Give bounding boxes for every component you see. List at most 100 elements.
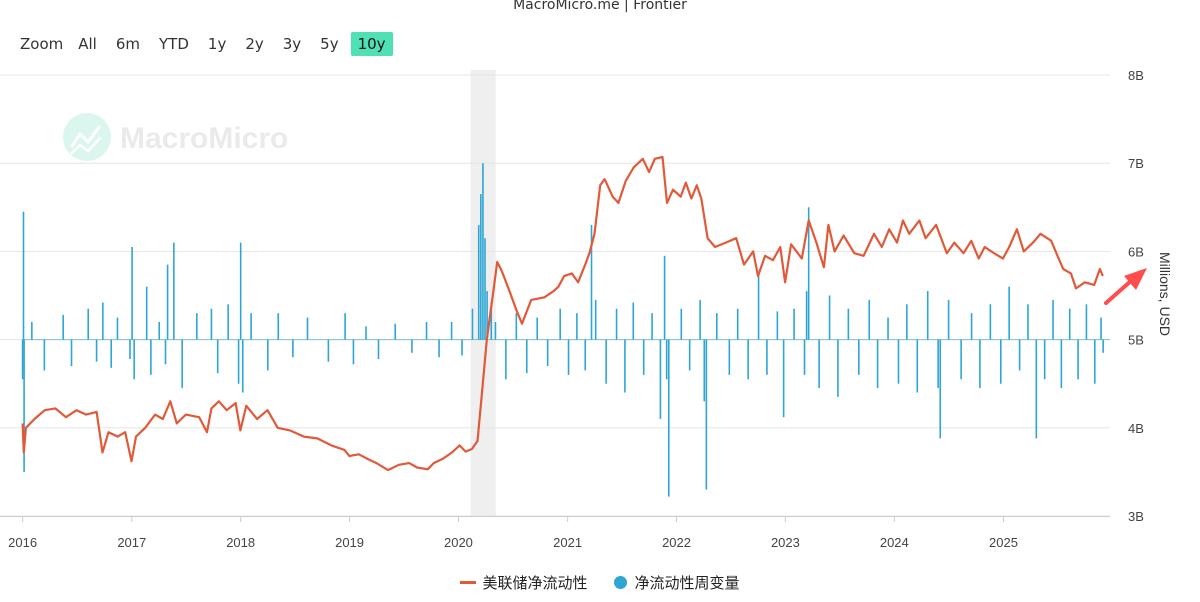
zoom-2y-button[interactable]: 2y — [245, 35, 264, 53]
watermark-text: MacroMicro — [120, 122, 288, 155]
column-bar — [1027, 304, 1029, 340]
column-bar — [486, 291, 488, 340]
column-bar — [805, 291, 808, 340]
x-tick-label: 2020 — [444, 535, 473, 550]
column-bar — [482, 163, 484, 340]
column-bar — [590, 224, 593, 340]
column-bar — [181, 339, 184, 389]
zoom-ytd-button[interactable]: YTD — [159, 35, 189, 53]
column-bar — [525, 339, 528, 374]
column-bar — [43, 339, 46, 371]
column-bar — [847, 308, 850, 340]
annotation-arrow-icon — [1104, 268, 1147, 305]
legend: 美联储净流动性 净流动性周变量 — [0, 572, 1200, 593]
column-bar — [747, 339, 749, 380]
column-bar — [267, 339, 269, 371]
y-tick-label: 6B — [1128, 244, 1144, 259]
x-tick-label: 2022 — [662, 535, 691, 550]
column-bar — [102, 302, 104, 340]
column-bar — [505, 339, 507, 380]
column-bar — [536, 317, 539, 340]
column-bar — [594, 299, 597, 340]
column-bar — [394, 323, 397, 340]
column-bar — [1060, 339, 1063, 389]
column-series — [21, 163, 1110, 497]
column-bar — [23, 339, 25, 472]
column-bar — [425, 321, 428, 340]
column-bar — [663, 255, 666, 340]
net-liquidity-line — [21, 155, 1104, 472]
column-bar — [344, 313, 346, 340]
line-series — [21, 155, 1104, 472]
column-bar — [490, 302, 493, 340]
y-tick-label: 5B — [1128, 333, 1144, 348]
column-bar — [897, 339, 900, 384]
column-bar — [277, 313, 280, 340]
column-bar — [145, 286, 148, 340]
column-bar — [515, 313, 518, 340]
column-bar — [979, 339, 981, 389]
column-bar — [110, 339, 112, 368]
x-tick-label: 2023 — [771, 535, 800, 550]
column-bar — [31, 321, 33, 340]
column-bar — [377, 339, 380, 360]
chart-credit: MacroMicro.me | Frontier — [513, 0, 687, 13]
y-axis-title: Millions, USD — [1157, 252, 1173, 336]
zoom-1y-button[interactable]: 1y — [207, 35, 227, 53]
column-bar — [95, 339, 98, 362]
legend-item-net-liquidity[interactable]: 美联储净流动性 — [460, 572, 588, 593]
column-bar — [227, 304, 229, 340]
zoom-label: Zoom — [20, 35, 64, 53]
column-bar — [632, 302, 635, 340]
column-bar — [868, 299, 871, 340]
column-bar — [1100, 317, 1102, 340]
column-bar — [546, 339, 549, 367]
x-tick-label: 2017 — [117, 535, 146, 550]
column-bar — [688, 339, 691, 371]
zoom-6m-button[interactable]: 6m — [115, 35, 141, 53]
column-bar — [1018, 339, 1021, 371]
zoom-all-button[interactable]: All — [78, 35, 97, 53]
column-bar — [306, 317, 309, 340]
column-bar — [461, 339, 463, 356]
x-tick-label: 2025 — [989, 535, 1018, 550]
column-bar — [1035, 339, 1038, 439]
legend-item-weekly-change[interactable]: 净流动性周变量 — [613, 572, 740, 593]
column-bar — [352, 339, 355, 365]
watermark-logo-icon — [63, 113, 111, 161]
zoom-bar: Zoom All 6m YTD 1y 2y 3y 5y 10y — [12, 30, 398, 58]
column-bar — [937, 339, 939, 389]
column-bar — [450, 321, 453, 340]
column-bar — [576, 313, 578, 340]
column-bar — [705, 339, 708, 490]
x-tick-label: 2019 — [335, 535, 364, 550]
zoom-3y-button[interactable]: 3y — [282, 35, 302, 53]
column-bar — [1102, 339, 1104, 353]
column-bar — [584, 339, 587, 371]
column-bar — [947, 299, 950, 340]
column-bar — [887, 317, 889, 340]
column-bar — [471, 308, 474, 340]
column-bar — [166, 264, 169, 340]
column-bar — [757, 273, 760, 340]
column-bar — [876, 339, 879, 389]
y-tick-label: 3B — [1128, 509, 1144, 524]
legend-line-icon — [460, 581, 477, 584]
x-tick-label: 2016 — [8, 535, 37, 550]
zoom-10y-button[interactable]: 10y — [350, 32, 393, 56]
column-bar — [116, 317, 119, 340]
column-bar — [133, 339, 135, 380]
column-bar — [327, 339, 330, 362]
legend-label-net-liquidity: 美联储净流动性 — [482, 574, 588, 592]
column-bar — [605, 339, 607, 384]
column-bar — [615, 308, 618, 340]
column-bar — [559, 308, 561, 340]
watermark-logo-stroke — [70, 125, 101, 148]
zoom-5y-button[interactable]: 5y — [320, 35, 339, 53]
column-bar — [960, 339, 962, 380]
column-bar — [365, 326, 367, 340]
column-bar — [241, 339, 244, 393]
column-bar — [828, 295, 831, 340]
column-bar — [480, 194, 482, 340]
arrow-head — [1124, 268, 1147, 290]
